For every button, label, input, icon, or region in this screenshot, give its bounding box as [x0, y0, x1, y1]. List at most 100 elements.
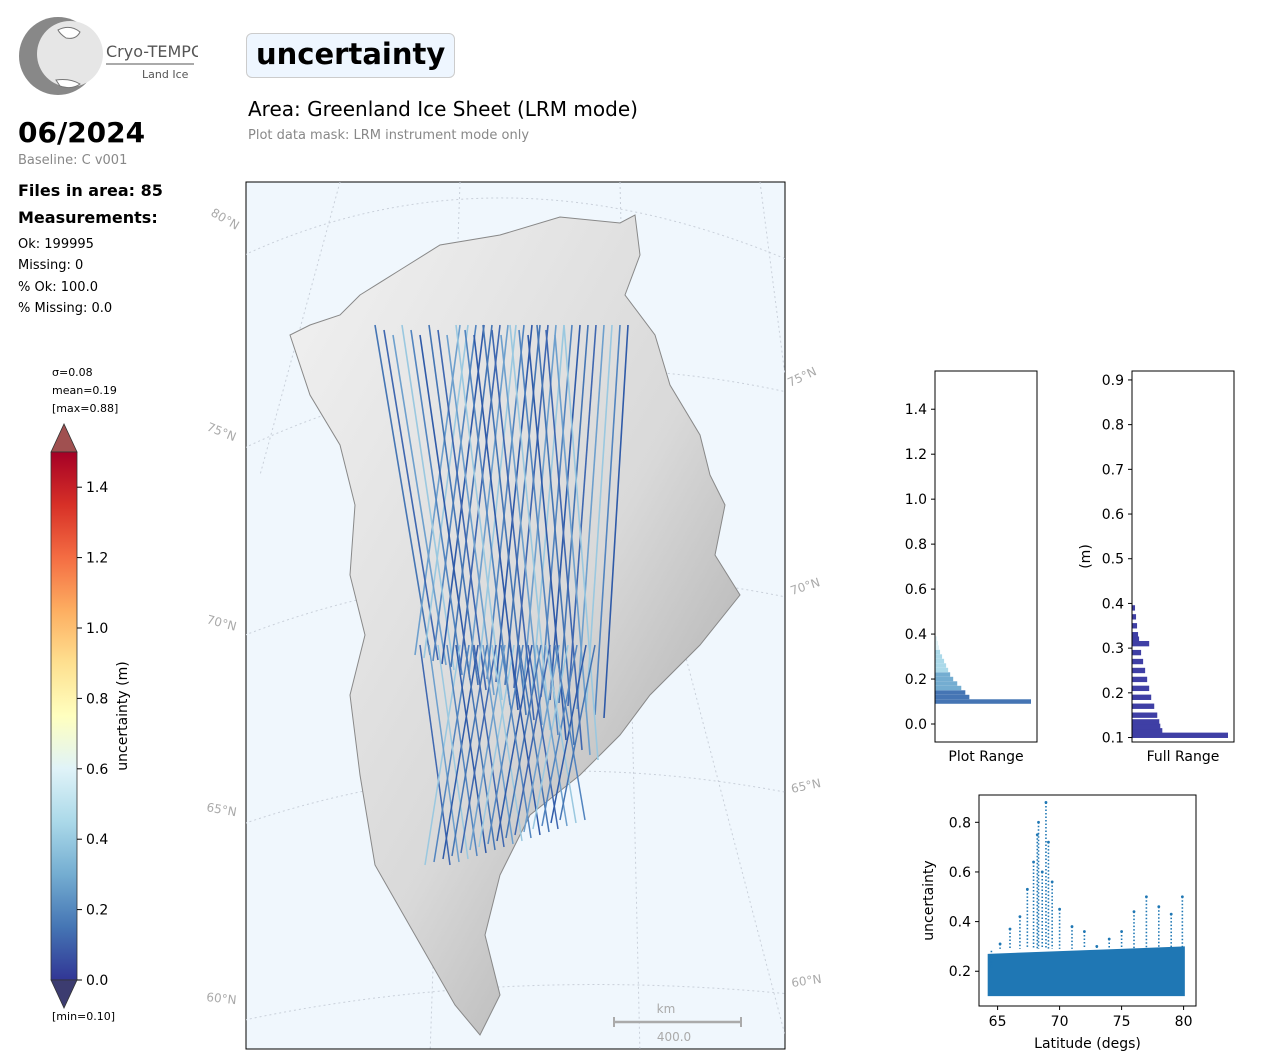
month-label: 06/2024 — [18, 116, 146, 149]
measurements-title: Measurements: — [18, 208, 158, 227]
colorbar-label: uncertainty (m) — [115, 661, 131, 770]
colorbar-tick-label: 1.4 — [86, 480, 108, 496]
colorbar-tick-label: 0.6 — [86, 762, 108, 778]
scatter-xtick-label: 65 — [989, 1014, 1007, 1030]
svg-text:65°N: 65°N — [790, 776, 822, 796]
histogram-tick-label: 0.4 — [1102, 596, 1124, 612]
histogram-tick-label: 0.0 — [905, 717, 927, 733]
histogram-tick-label: 1.4 — [905, 402, 927, 418]
histogram-bar — [1132, 694, 1152, 700]
track-line — [504, 324, 541, 686]
scatter-xlabel: Latitude (degs) — [1034, 1036, 1141, 1052]
track-line — [464, 329, 511, 706]
histogram-tick-label: 0.8 — [1102, 418, 1124, 434]
track-line — [437, 329, 487, 691]
track-line — [441, 324, 485, 665]
histogram-tick-label: 0.3 — [1102, 641, 1124, 657]
track-line — [540, 324, 573, 698]
area-title: Area: Greenland Ice Sheet (LRM mode) — [248, 97, 638, 121]
scatter-point — [990, 964, 993, 968]
scatter-ytick-label: 0.6 — [949, 865, 971, 881]
histogram-tick-label: 0.1 — [1102, 731, 1124, 747]
scatter-point — [1044, 801, 1048, 804]
histogram-bar — [1132, 658, 1144, 665]
track-line — [455, 324, 503, 701]
histogram-plot-range: 0.0 0.2 0.4 0.6 0.8 1.0 1.2 1.4 Plot Range — [905, 370, 1038, 765]
histogram-tick-label: 1.2 — [905, 447, 927, 463]
scatter-point — [1070, 925, 1074, 928]
histogram-bar — [935, 663, 947, 668]
track-line — [594, 324, 621, 716]
track-line — [523, 644, 560, 833]
track-line — [419, 334, 471, 681]
histogram-bar — [1132, 605, 1136, 611]
track-line — [505, 644, 542, 839]
histogram-bar — [935, 685, 962, 691]
track-line — [410, 329, 463, 676]
track-line — [558, 324, 589, 704]
histogram-bar — [1132, 636, 1140, 642]
colorbar-tick-label: 1.2 — [86, 551, 108, 567]
track-line — [482, 644, 514, 845]
scatter-xtick-label: 70 — [1051, 1014, 1069, 1030]
histogram-bar — [935, 654, 943, 659]
scatter-latitude-uncertainty: 65 70 75 80 0.2 0.4 0.6 0.8 Latitude (degs) uncer… — [921, 794, 1197, 1052]
histogram-bar — [1132, 676, 1148, 683]
track-line — [518, 329, 559, 736]
colorbar-tick-label: 0.4 — [86, 832, 108, 848]
variable-title: uncertainty — [246, 33, 456, 78]
colorbar-extend-max — [50, 423, 78, 453]
track-line — [460, 644, 497, 854]
scatter-frame — [978, 794, 1197, 1007]
histogram-bar — [935, 645, 940, 650]
histogram-frame — [934, 370, 1038, 743]
track-line — [509, 644, 541, 836]
scatter-point — [1037, 820, 1040, 824]
histogram-full-range: 0.1 0.2 0.3 0.4 0.5 0.6 0.7 0.8 0.9 Full Range (m) — [1078, 370, 1235, 765]
colorbar-tick-label: 0.2 — [86, 903, 108, 919]
colorbar-tick-label: 0.0 — [86, 973, 108, 989]
histogram-bar — [1132, 623, 1138, 629]
track-line — [545, 644, 577, 824]
svg-text:80°N: 80°N — [209, 205, 242, 232]
track-line — [446, 334, 495, 696]
track-line — [532, 644, 569, 830]
histogram-bar — [935, 658, 945, 664]
svg-text:70°N: 70°N — [789, 575, 822, 598]
track-line — [455, 644, 487, 854]
colorbar: σ=0.08 mean=0.19 [max=0.88] 0.0 0.2 0.4 0.6… — [50, 366, 131, 1023]
track-line — [442, 644, 479, 860]
track-line — [451, 644, 488, 857]
track-line — [424, 644, 461, 866]
scatter-point — [1018, 915, 1022, 919]
histogram-bar — [935, 694, 970, 700]
scatter-point — [1157, 905, 1161, 909]
histogram-bar — [1132, 719, 1160, 725]
track-line — [459, 324, 501, 671]
track-line — [491, 644, 523, 842]
scatter-ytick-label: 0.2 — [949, 964, 971, 980]
scatter-point — [1040, 870, 1044, 874]
scatter-ytick-label: 0.8 — [949, 815, 971, 831]
histogram-bar — [935, 690, 966, 695]
histogram-bar — [1132, 667, 1146, 674]
histogram-bar — [1132, 685, 1150, 692]
scatter-point — [1107, 937, 1111, 941]
track-line — [495, 324, 533, 683]
histogram-tick-label: 0.6 — [905, 582, 927, 598]
track-line — [545, 329, 583, 751]
track-line — [464, 644, 496, 851]
track-line — [432, 324, 477, 662]
track-line — [491, 329, 535, 721]
histogram-bar — [1132, 732, 1228, 738]
stat-percent-ok: % Ok: 100.0 — [18, 280, 98, 295]
track-line — [536, 324, 575, 746]
histogram-bar — [1132, 632, 1139, 638]
histogram-bar — [935, 667, 949, 673]
histogram-bar — [1132, 649, 1142, 656]
scatter-point — [1095, 945, 1099, 948]
logo-sub: Land Ice — [142, 68, 189, 81]
track-line — [433, 644, 470, 863]
track-line — [428, 644, 460, 863]
track-line — [554, 644, 586, 821]
